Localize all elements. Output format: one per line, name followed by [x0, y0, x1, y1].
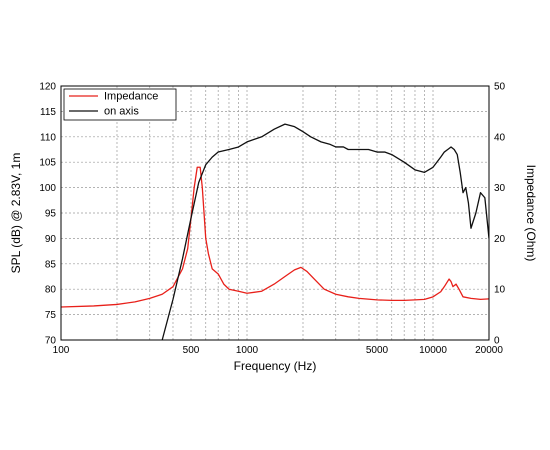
legend-box [63, 88, 177, 121]
y-tick-label-right: 50 [494, 82, 506, 93]
series-line-impedance [61, 166, 489, 308]
x-axis-label: Frequency (Hz) [234, 359, 317, 373]
x-tick-label: 100 [53, 345, 70, 356]
y-tick-label-right: 20 [494, 234, 506, 245]
x-tick-label: 1000 [236, 345, 259, 356]
y-tick-label-left: 75 [45, 310, 57, 321]
y-tick-label-right: 40 [494, 132, 506, 143]
y-tick-label-left: 90 [45, 234, 57, 245]
x-tick-label: 20000 [475, 345, 503, 356]
y-axis-right-label: Impedance (Ohm) [524, 165, 538, 262]
tick-labels: 100 500 1000 5000 10000 200007075808590951001… [39, 82, 505, 357]
y-tick-label-right: 10 [494, 285, 506, 296]
y-tick-label-left: 95 [45, 209, 57, 220]
y-tick-label-left: 110 [40, 132, 56, 143]
x-tick-label: 10000 [419, 345, 447, 356]
y-tick-label-right: 30 [494, 183, 506, 194]
plot-frame [60, 85, 490, 341]
x-tick-label: 500 [183, 345, 200, 356]
y-tick-label-left: 100 [39, 183, 56, 194]
legend-label-on-axis: on axis [104, 106, 139, 118]
y-tick-label-left: 80 [45, 285, 57, 296]
series-group [61, 123, 489, 340]
y-tick-label-left: 115 [40, 107, 56, 118]
series-line-on-axis [161, 123, 489, 340]
y-tick-label-left: 85 [45, 259, 57, 270]
y-tick-label-left: 105 [39, 158, 56, 169]
y-tick-label-left: 120 [39, 82, 56, 93]
y-tick-label-right: 0 [494, 336, 500, 347]
legend-label-impedance: Impedance [104, 91, 158, 103]
legend: Impedance on axis [63, 88, 177, 121]
y-tick-label-left: 70 [45, 336, 57, 347]
grid [61, 86, 489, 340]
x-tick-label: 5000 [366, 345, 389, 356]
y-axis-left-label: SPL (dB) @ 2.83V, 1m [9, 153, 23, 274]
